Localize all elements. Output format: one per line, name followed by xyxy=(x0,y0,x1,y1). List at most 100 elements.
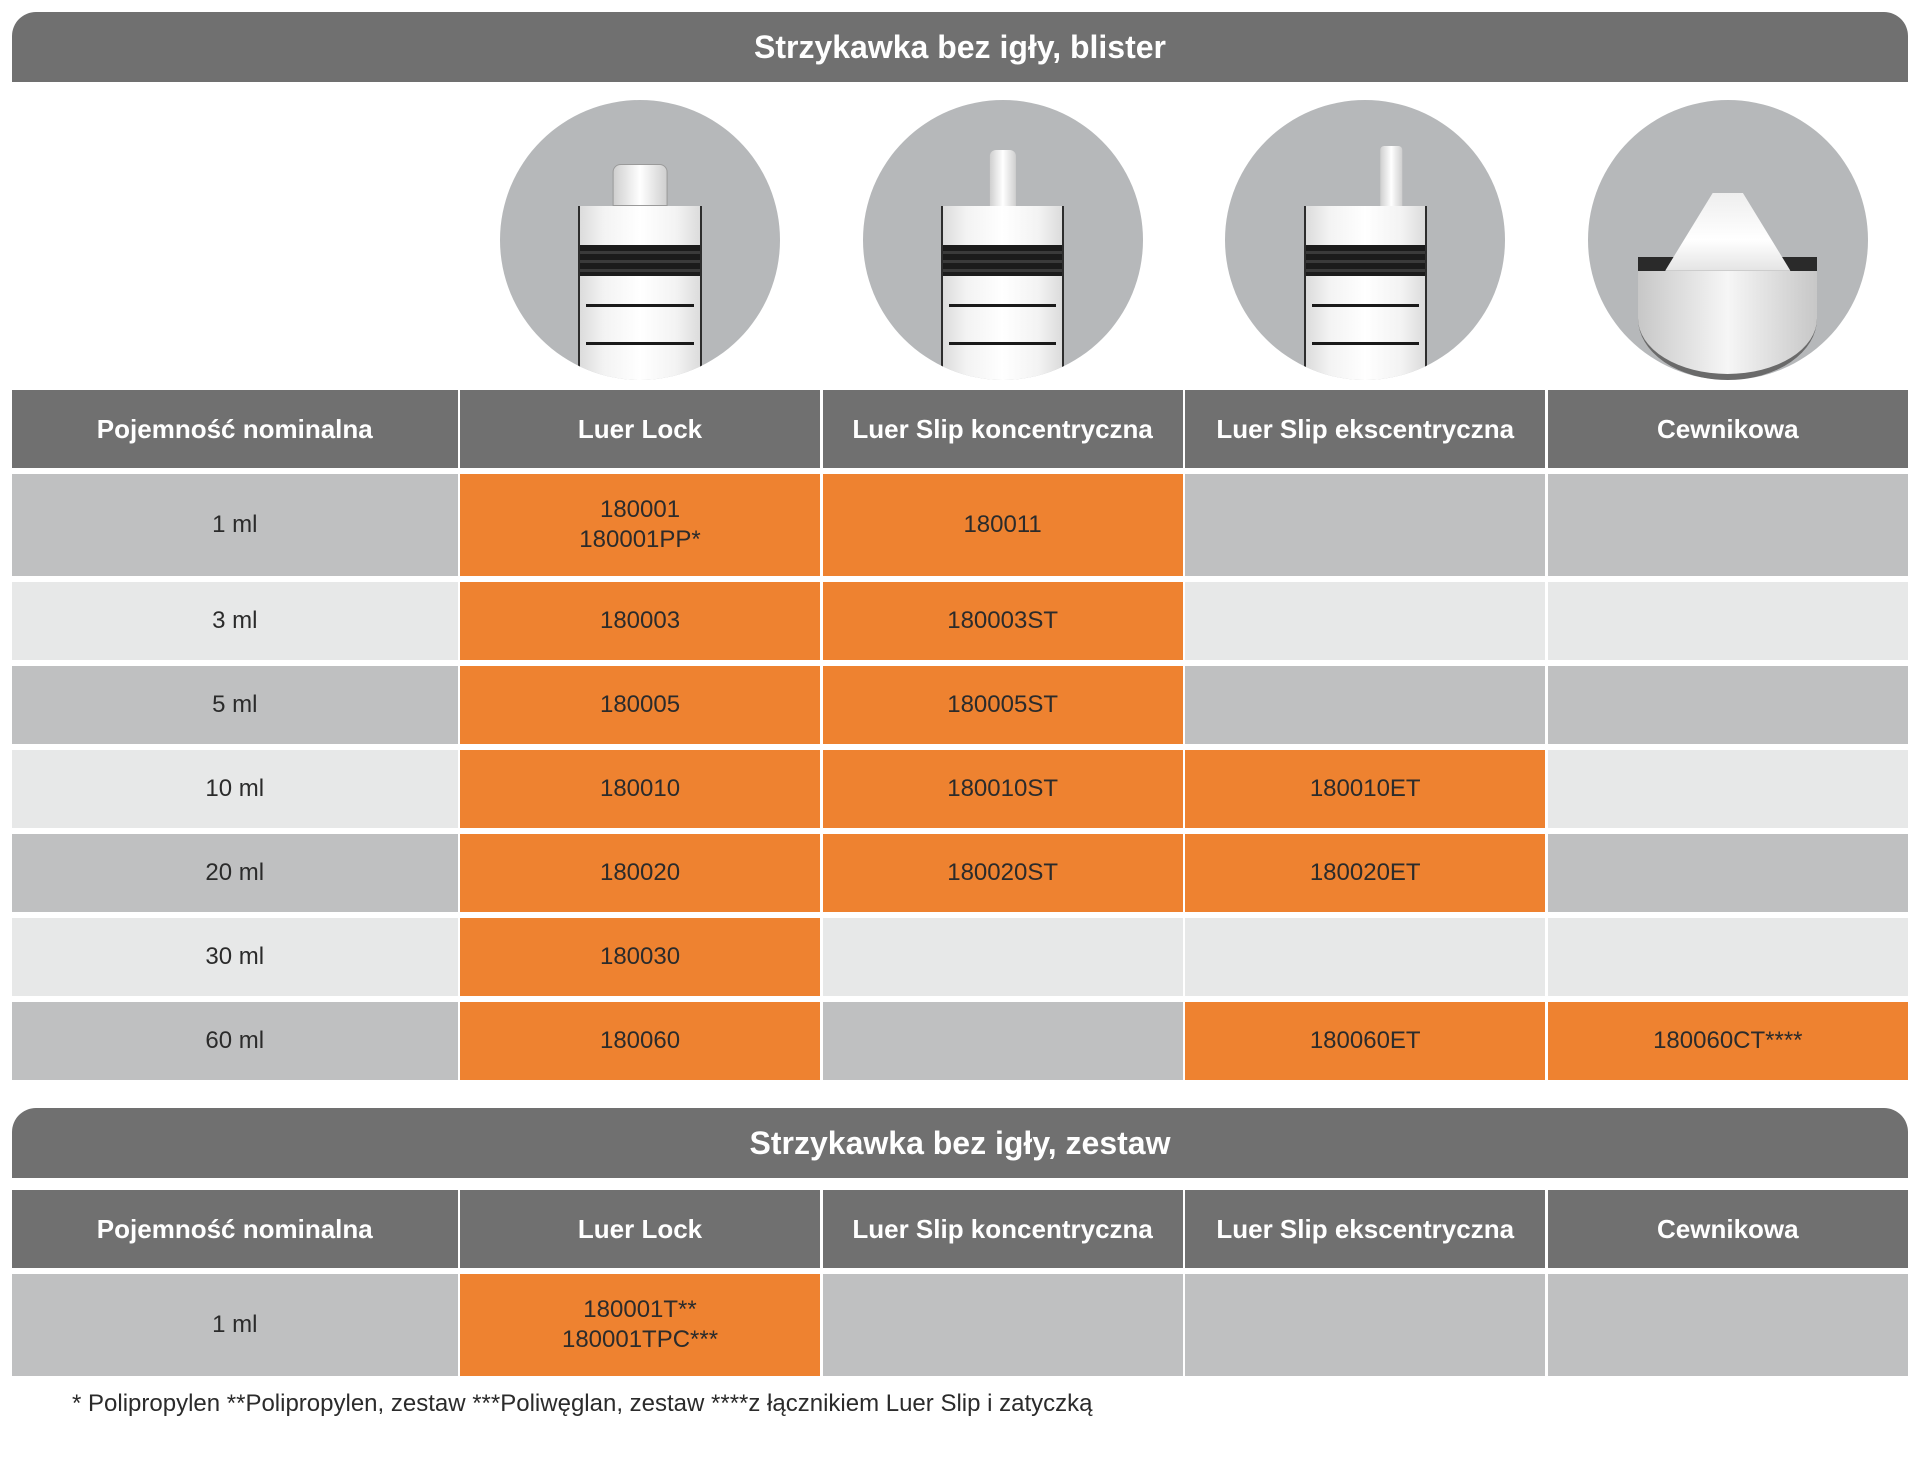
cell-text: 180020ET xyxy=(1310,858,1421,888)
cell-text: 5 ml xyxy=(212,690,257,720)
cell-text: 180011 xyxy=(963,510,1041,540)
cell-text: 180060 xyxy=(600,1026,680,1056)
syringe-tip xyxy=(1665,193,1790,271)
footnote: * Polipropylen **Polipropylen, zestaw **… xyxy=(12,1390,1908,1418)
syringe-plunger xyxy=(580,245,699,276)
data-cell xyxy=(1548,666,1908,744)
row-label: 30 ml xyxy=(12,918,458,996)
cell-text: 180030 xyxy=(600,942,680,972)
syringe-body xyxy=(578,206,701,380)
data-cell xyxy=(1185,582,1545,660)
syringe-plunger xyxy=(1306,245,1425,276)
cell-text: 60 ml xyxy=(205,1026,264,1056)
data-grid: Pojemność nominalnaLuer LockLuer Slip ko… xyxy=(12,390,1908,1080)
data-cell: 180010ST xyxy=(823,750,1183,828)
column-header: Pojemność nominalna xyxy=(12,390,458,468)
data-cell: 180020ST xyxy=(823,834,1183,912)
column-header: Luer Slip koncentryczna xyxy=(823,390,1183,468)
data-cell xyxy=(823,918,1183,996)
cell-text: 180001T** xyxy=(583,1295,696,1325)
syringe-body xyxy=(1304,206,1427,380)
data-cell xyxy=(1185,1274,1545,1376)
product-image-luer-slip-eccentric xyxy=(1185,100,1545,380)
data-cell xyxy=(1548,918,1908,996)
column-header: Luer Lock xyxy=(460,390,820,468)
syringe-body xyxy=(1638,257,1817,380)
cell-text: 180060ET xyxy=(1310,1026,1421,1056)
data-cell xyxy=(1548,750,1908,828)
product-circle xyxy=(500,100,780,380)
section-title: Strzykawka bez igły, zestaw xyxy=(12,1108,1908,1178)
column-header: Pojemność nominalna xyxy=(12,1190,458,1268)
column-header: Luer Slip ekscentryczna xyxy=(1185,390,1545,468)
column-header: Cewnikowa xyxy=(1548,390,1908,468)
data-cell xyxy=(1185,918,1545,996)
data-cell: 180060 xyxy=(460,1002,820,1080)
syringe-body xyxy=(941,206,1064,380)
cell-text: 180003 xyxy=(600,606,680,636)
column-header: Luer Slip koncentryczna xyxy=(823,1190,1183,1268)
spacer xyxy=(12,1178,1908,1190)
product-image-luer-lock xyxy=(460,100,820,380)
data-cell xyxy=(1548,474,1908,576)
data-cell xyxy=(1548,834,1908,912)
cell-text: 180001PP* xyxy=(579,525,700,555)
cell-text: 180060CT**** xyxy=(1653,1026,1802,1056)
product-circle xyxy=(1588,100,1868,380)
data-cell xyxy=(1548,582,1908,660)
cell-text: 20 ml xyxy=(205,858,264,888)
column-header: Luer Lock xyxy=(460,1190,820,1268)
cell-text: 1 ml xyxy=(212,1310,257,1340)
data-cell: 180010ET xyxy=(1185,750,1545,828)
row-label: 10 ml xyxy=(12,750,458,828)
cell-text: 180003ST xyxy=(947,606,1058,636)
column-header: Cewnikowa xyxy=(1548,1190,1908,1268)
data-cell: 180001T**180001TPC*** xyxy=(460,1274,820,1376)
cell-text: 180020 xyxy=(600,858,680,888)
data-cell: 180003 xyxy=(460,582,820,660)
syringe-plunger xyxy=(943,245,1062,276)
cell-text: 180005ST xyxy=(947,690,1058,720)
cell-text: 180010ST xyxy=(947,774,1058,804)
data-cell xyxy=(1185,474,1545,576)
data-cell: 180011 xyxy=(823,474,1183,576)
row-label: 1 ml xyxy=(12,474,458,576)
column-header: Luer Slip ekscentryczna xyxy=(1185,1190,1545,1268)
data-cell: 180005ST xyxy=(823,666,1183,744)
data-cell: 180060CT**** xyxy=(1548,1002,1908,1080)
data-cell: 180001180001PP* xyxy=(460,474,820,576)
data-cell: 180020 xyxy=(460,834,820,912)
cell-text: 180010 xyxy=(600,774,680,804)
row-label: 3 ml xyxy=(12,582,458,660)
cell-text: 180001TPC*** xyxy=(562,1325,718,1355)
cell-text: 180020ST xyxy=(947,858,1058,888)
cell-text: 180005 xyxy=(600,690,680,720)
cell-text: 10 ml xyxy=(205,774,264,804)
data-cell xyxy=(1548,1274,1908,1376)
product-image-row xyxy=(12,100,1908,380)
data-cell xyxy=(823,1274,1183,1376)
product-image-catheter xyxy=(1548,100,1908,380)
row-label: 60 ml xyxy=(12,1002,458,1080)
cell-text: 180001 xyxy=(600,495,680,525)
syringe-tip xyxy=(990,150,1016,206)
data-cell: 180060ET xyxy=(1185,1002,1545,1080)
product-circle xyxy=(1225,100,1505,380)
syringe-tip xyxy=(1381,146,1402,206)
product-circle xyxy=(863,100,1143,380)
data-cell: 180005 xyxy=(460,666,820,744)
row-label: 1 ml xyxy=(12,1274,458,1376)
section-title: Strzykawka bez igły, blister xyxy=(12,12,1908,82)
data-cell: 180010 xyxy=(460,750,820,828)
cell-text: 1 ml xyxy=(212,510,257,540)
data-cell xyxy=(1185,666,1545,744)
syringe-tip xyxy=(613,164,668,206)
row-label: 20 ml xyxy=(12,834,458,912)
data-grid: Pojemność nominalnaLuer LockLuer Slip ko… xyxy=(12,1190,1908,1376)
page-container: Strzykawka bez igły, blister Pojemność no… xyxy=(12,12,1908,1418)
data-cell: 180003ST xyxy=(823,582,1183,660)
image-row-spacer xyxy=(12,100,458,380)
data-cell: 180030 xyxy=(460,918,820,996)
cell-text: 30 ml xyxy=(205,942,264,972)
product-image-luer-slip-concentric xyxy=(823,100,1183,380)
